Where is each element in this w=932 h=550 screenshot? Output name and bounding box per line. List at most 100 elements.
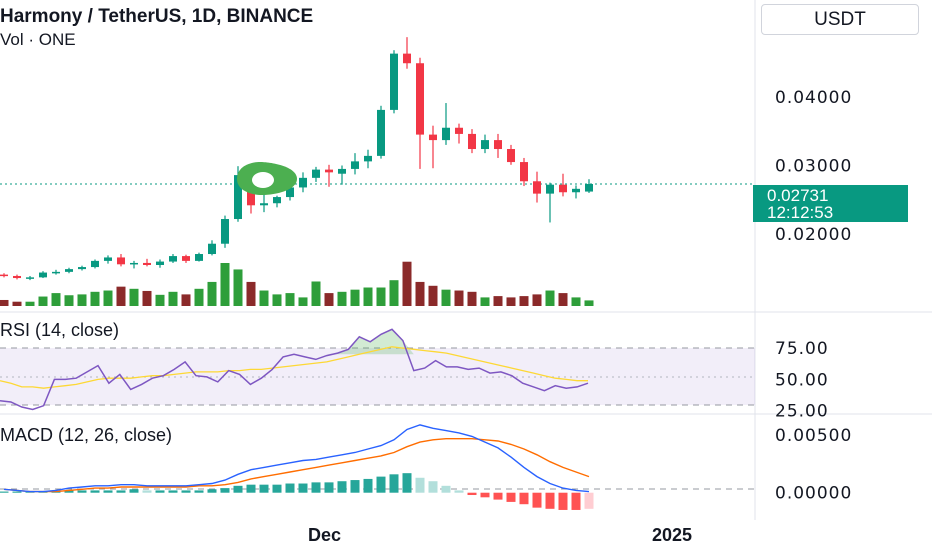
volume-bar: [337, 291, 347, 306]
macd-histogram-bar: [506, 492, 516, 502]
green-location-pin-icon: [237, 162, 297, 195]
rsi-axis[interactable]: 75.00 50.00 25.00: [775, 339, 829, 422]
volume-bar: [532, 294, 542, 306]
volume-bar: [350, 289, 360, 306]
volume-bar: [259, 290, 269, 306]
macd-histogram-bar: [103, 490, 113, 493]
candle-body: [130, 262, 138, 265]
macd-histogram-bar: [428, 481, 438, 493]
candle-body: [585, 184, 593, 192]
volume-bar: [324, 293, 334, 306]
candle-body: [0, 274, 8, 277]
volume-bar: [246, 281, 256, 306]
chart-title: Harmony / TetherUS, 1D, BINANCE: [0, 6, 314, 27]
macd-histogram-bar: [129, 489, 139, 493]
macd-line: [3, 424, 590, 493]
macd-pane[interactable]: [0, 424, 594, 510]
volume-label: Vol · ONE: [0, 30, 76, 49]
rsi-line: [0, 328, 589, 411]
macd-histogram-bar: [532, 492, 542, 508]
macd-histogram-bar: [402, 473, 412, 493]
macd-signal-line: [3, 438, 590, 493]
candle-body: [403, 53, 411, 64]
candle-body: [195, 254, 203, 261]
volume-bar: [402, 261, 412, 306]
volume-bar: [181, 294, 191, 306]
volume-bar: [207, 281, 217, 306]
macd-histogram-bar: [454, 490, 464, 493]
macd-histogram-bar: [519, 492, 529, 505]
candle-body: [13, 275, 21, 279]
rsi-ma-line: [0, 346, 588, 389]
volume-bar: [454, 290, 464, 306]
rsi-axis-label: 25.00: [775, 402, 829, 422]
candle-body: [455, 127, 463, 134]
bar-countdown: 12:12:53: [767, 203, 834, 222]
macd-histogram-bar: [142, 490, 152, 493]
volume-bar: [168, 291, 178, 306]
candle-body: [416, 63, 424, 135]
volume-bar: [194, 288, 204, 306]
candle-body: [533, 181, 541, 194]
candle-body: [338, 168, 346, 174]
volume-bar: [0, 299, 9, 306]
candle-body: [507, 149, 515, 163]
candle-body: [351, 161, 359, 169]
volume-bar: [558, 293, 568, 306]
candle-body: [234, 175, 242, 220]
last-price-value: 0.02731: [767, 186, 829, 205]
last-price-tag: 0.02731 12:12:53: [753, 185, 908, 222]
rsi-label: RSI (14, close): [0, 320, 120, 340]
macd-axis[interactable]: 0.00500 0.00000: [775, 426, 852, 503]
candle-body: [481, 140, 489, 150]
volume-bar: [376, 287, 386, 306]
candle-body: [468, 133, 476, 150]
price-axis-label: 0.03000: [775, 156, 852, 176]
volume-bar: [415, 281, 425, 306]
macd-histogram-bar: [233, 485, 243, 493]
macd-histogram-bar: [90, 490, 100, 493]
time-axis[interactable]: Dec 2025: [308, 525, 692, 545]
volume-bar: [116, 286, 126, 306]
macd-histogram-bar: [545, 492, 555, 509]
candlesticks[interactable]: [0, 37, 593, 281]
volume-bar: [285, 293, 295, 306]
macd-histogram-bar: [324, 482, 334, 493]
macd-histogram-bar: [584, 492, 594, 509]
volume-bar: [129, 288, 139, 306]
macd-histogram-bar: [168, 490, 178, 493]
candle-body: [247, 186, 255, 206]
volume-bar: [77, 294, 87, 306]
macd-histogram-bar: [493, 492, 503, 500]
volume-bar: [519, 296, 529, 306]
rsi-axis-label: 50.00: [775, 370, 829, 390]
currency-button[interactable]: USDT: [761, 4, 919, 35]
volume-bar: [506, 297, 516, 306]
macd-histogram-bar: [298, 483, 308, 493]
volume-bar: [571, 297, 581, 306]
macd-histogram-bar: [441, 485, 451, 493]
candle-body: [169, 256, 177, 262]
volume-bar: [12, 301, 22, 306]
macd-histogram-bar: [363, 478, 373, 493]
volume-bar: [480, 297, 490, 306]
macd-histogram-bar: [116, 490, 126, 493]
volume-bar: [363, 287, 373, 306]
volume-bar: [467, 291, 477, 306]
candle-body: [117, 257, 125, 265]
candle-body: [182, 256, 190, 261]
volume-bar: [51, 293, 61, 306]
candle-body: [104, 257, 112, 261]
candle-body: [208, 243, 216, 255]
candle-body: [143, 262, 151, 265]
macd-histogram-bar: [12, 491, 22, 493]
volume-bar: [493, 296, 503, 306]
macd-histogram-bar: [194, 490, 204, 493]
rsi-pane[interactable]: [0, 328, 589, 411]
macd-histogram-bar: [480, 492, 490, 498]
rsi-axis-label: 75.00: [775, 339, 829, 359]
volume-bar: [298, 297, 308, 306]
macd-histogram-bar: [181, 490, 191, 493]
candle-body: [273, 197, 281, 204]
